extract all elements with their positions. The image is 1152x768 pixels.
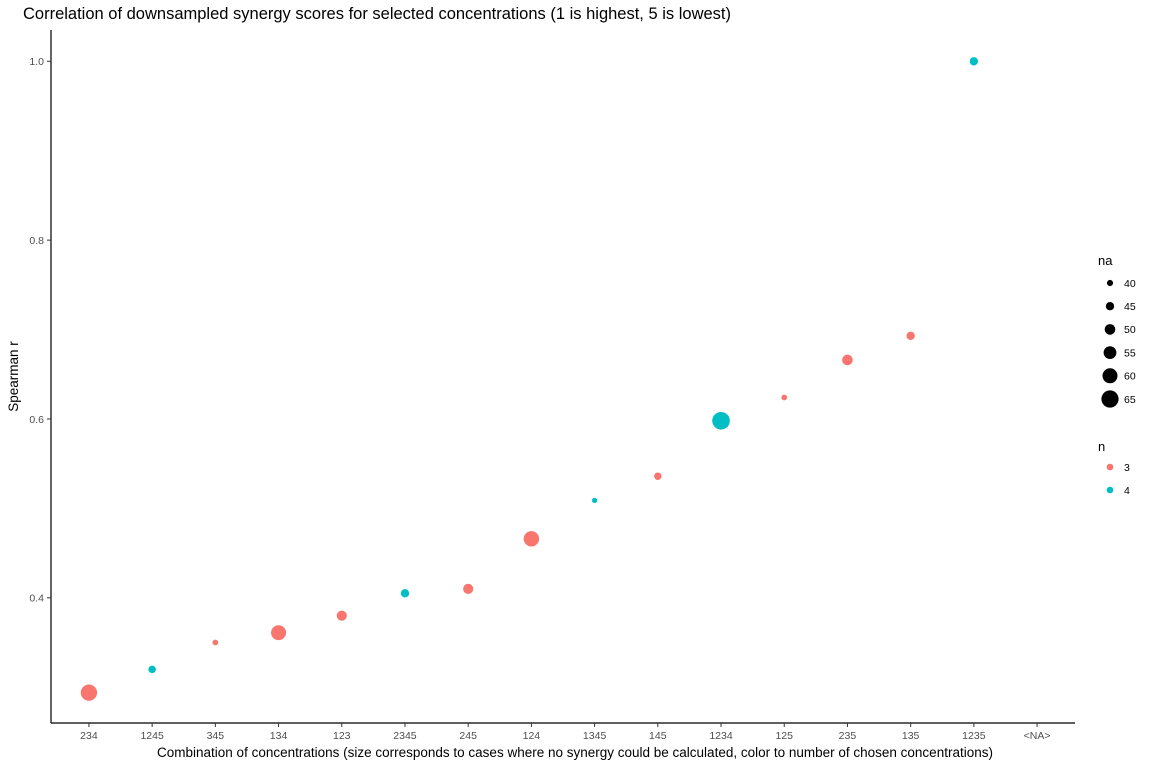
data-point[interactable] bbox=[969, 57, 979, 66]
data-point[interactable] bbox=[212, 639, 219, 646]
x-tick-label: 124 bbox=[523, 730, 541, 742]
data-point[interactable] bbox=[591, 497, 598, 503]
legend-size-key bbox=[1101, 390, 1119, 408]
legend-size-label: 45 bbox=[1124, 301, 1136, 313]
x-tick-label: 134 bbox=[270, 730, 288, 742]
y-tick-label: 0.4 bbox=[29, 593, 44, 605]
legend-color-key bbox=[1106, 486, 1114, 494]
x-tick-label: 345 bbox=[207, 730, 225, 742]
y-ticks: 0.4 0.6 0.8 1.0 bbox=[29, 56, 51, 605]
legend-color-title: n bbox=[1098, 439, 1105, 454]
y-tick-label: 1.0 bbox=[29, 56, 44, 68]
data-point[interactable] bbox=[906, 331, 915, 341]
legend-color-key bbox=[1106, 463, 1114, 471]
points-layer bbox=[80, 57, 979, 701]
data-point[interactable] bbox=[842, 354, 853, 366]
legend-size-items: 40 45 50 55 60 65 bbox=[1101, 278, 1136, 408]
chart-title: Correlation of downsampled synergy score… bbox=[23, 5, 732, 23]
legend-size-label: 40 bbox=[1124, 278, 1136, 290]
legend-color-label: 4 bbox=[1124, 485, 1130, 497]
data-point[interactable] bbox=[463, 583, 474, 594]
legend-color-label: 3 bbox=[1124, 462, 1130, 474]
legend-size-title: na bbox=[1098, 253, 1113, 268]
x-axis-title: Combination of concentrations (size corr… bbox=[157, 745, 993, 760]
y-axis-title: Spearman r bbox=[6, 341, 21, 412]
x-tick-label: 145 bbox=[649, 730, 667, 742]
data-point[interactable] bbox=[271, 625, 287, 641]
legend-size-label: 50 bbox=[1124, 324, 1136, 336]
x-tick-label: 2345 bbox=[393, 730, 417, 742]
legend-color-items: 34 bbox=[1106, 462, 1130, 497]
legend-size-key bbox=[1102, 368, 1118, 384]
data-point[interactable] bbox=[80, 684, 98, 701]
legend-size-label: 60 bbox=[1124, 371, 1136, 383]
x-tick-label: <NA> bbox=[1024, 730, 1051, 742]
x-tick-label: 135 bbox=[902, 730, 920, 742]
legend-size-key bbox=[1104, 324, 1116, 335]
x-tick-label: 1234 bbox=[709, 730, 733, 742]
legend-size-label: 65 bbox=[1124, 394, 1136, 406]
legend-size-key bbox=[1105, 302, 1115, 311]
x-tick-label: 235 bbox=[839, 730, 857, 742]
x-ticks: 234 1245 345 134 123 2345 245 124 1345 145 1234 125… bbox=[80, 723, 1051, 742]
data-point[interactable] bbox=[336, 610, 347, 621]
legend-size-key bbox=[1103, 346, 1117, 359]
y-tick-label: 0.8 bbox=[29, 235, 44, 247]
x-tick-label: 1345 bbox=[583, 730, 607, 742]
data-point[interactable] bbox=[781, 394, 788, 401]
x-tick-label: 123 bbox=[333, 730, 351, 742]
x-tick-label: 125 bbox=[775, 730, 793, 742]
data-point[interactable] bbox=[712, 411, 730, 430]
data-point[interactable] bbox=[400, 589, 410, 598]
data-point[interactable] bbox=[523, 531, 540, 547]
x-tick-label: 234 bbox=[80, 730, 98, 742]
legend-size-label: 55 bbox=[1124, 347, 1136, 359]
data-point[interactable] bbox=[654, 472, 662, 480]
x-tick-label: 245 bbox=[459, 730, 477, 742]
data-point[interactable] bbox=[148, 665, 156, 674]
x-tick-label: 1235 bbox=[962, 730, 986, 742]
x-tick-label: 1245 bbox=[140, 730, 164, 742]
legend-size-key bbox=[1106, 279, 1114, 287]
y-tick-label: 0.6 bbox=[29, 414, 44, 426]
